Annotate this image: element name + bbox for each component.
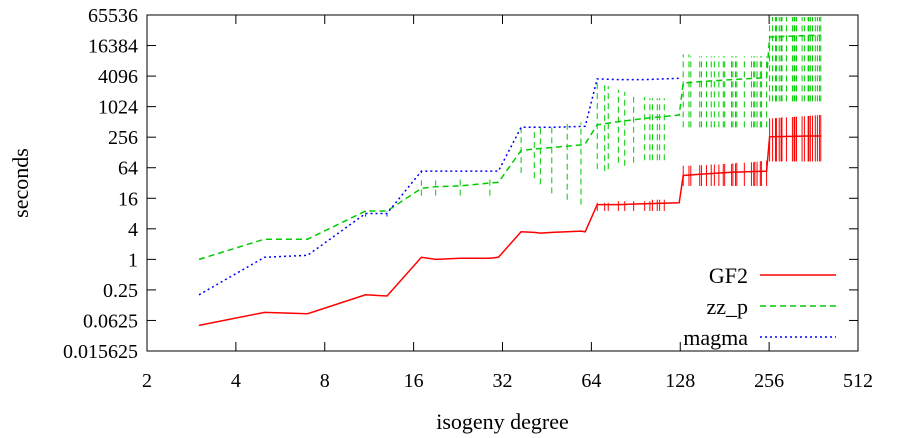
y-tick-label: 16 [118, 188, 138, 210]
series-magma [198, 77, 680, 296]
x-axis-labels: 2 4 8 16 32 64 128 256 512 [142, 370, 873, 392]
x-tick-label: 32 [493, 370, 513, 392]
y-tick-label: 1 [128, 249, 138, 271]
y-tick-label: 256 [108, 127, 138, 149]
series-zz-p [198, 16, 822, 261]
y-tick-label: 65536 [88, 5, 138, 27]
series-line [198, 77, 680, 296]
x-tick-label: 512 [843, 370, 873, 392]
legend-label: GF2 [709, 263, 748, 288]
series-line [198, 34, 821, 261]
x-tick-label: 64 [581, 370, 601, 392]
series-GF2 [198, 115, 822, 327]
x-tick-label: 8 [320, 370, 330, 392]
y-tick-label: 0.015625 [63, 341, 138, 363]
y-tick-label: 0.25 [103, 280, 138, 302]
series-layer [198, 16, 822, 327]
y-tick-label: 4 [128, 219, 138, 241]
legend-label: zz_p [706, 294, 748, 319]
x-axis-title: isogeny degree [436, 409, 569, 434]
plot-frame [146, 14, 859, 352]
x-tick-label: 128 [665, 370, 695, 392]
x-tick-label: 256 [754, 370, 784, 392]
legend-item: magma [683, 325, 836, 350]
legend-item: GF2 [709, 263, 836, 288]
x-tick-label: 16 [404, 370, 424, 392]
legend-item: zz_p [706, 294, 836, 319]
y-axis-labels: 0.015625 0.0625 0.25 1 4 16 64 256 1024 4096 16384… [63, 5, 138, 363]
y-axis-title: seconds [8, 148, 33, 218]
y-tick-label: 1024 [98, 97, 138, 119]
y-tick-label: 64 [118, 158, 138, 180]
series-line [198, 135, 821, 327]
x-tick-label: 4 [231, 370, 241, 392]
y-tick-label: 16384 [88, 36, 138, 58]
y-tick-label: 0.0625 [83, 310, 138, 332]
x-tick-label: 2 [142, 370, 152, 392]
y-tick-label: 4096 [98, 66, 138, 88]
legend-label: magma [683, 325, 748, 350]
